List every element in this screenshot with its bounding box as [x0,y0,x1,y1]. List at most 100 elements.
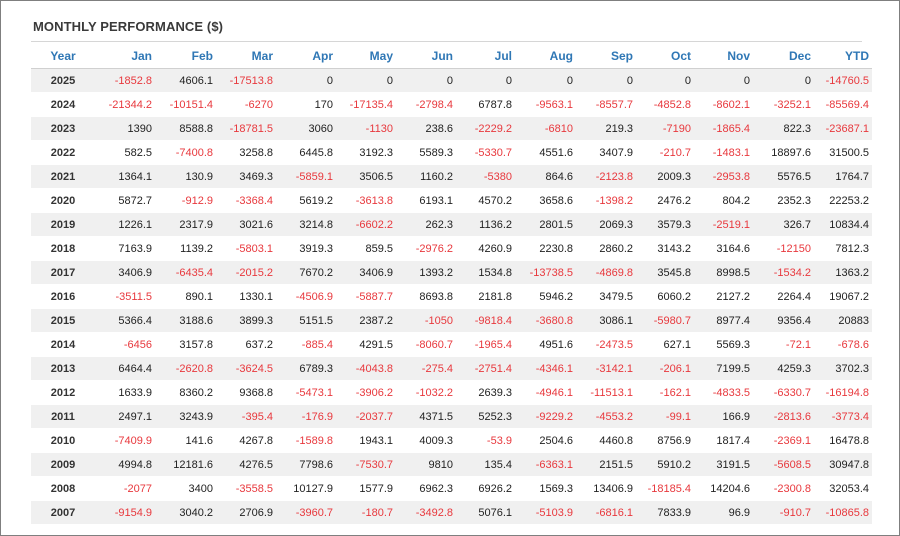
value-cell-jan: 1364.1 [95,164,155,189]
value-cell-ytd: 1764.7 [814,164,872,189]
value-cell-dec: 4259.3 [753,356,814,381]
value-cell-may: 859.5 [336,236,396,261]
value-cell-ytd: -3773.4 [814,404,872,429]
value-cell-jul: -5330.7 [456,140,515,165]
value-cell-nov: 5569.3 [694,332,753,357]
value-cell-sep: 219.3 [576,116,636,141]
value-cell-ytd: 7812.3 [814,236,872,261]
table-row: 2008 -2077 3400 -3558.5 10127.9 1577.9 6962.3 6… [31,476,872,501]
year-cell: 2013 [31,356,95,381]
value-cell-dec: 2352.3 [753,188,814,213]
value-cell-dec: -2369.1 [753,428,814,453]
value-cell-apr: 6445.8 [276,140,336,165]
column-header-jun: Jun [396,43,456,69]
value-cell-may: 3192.3 [336,140,396,165]
value-cell-nov: 1817.4 [694,428,753,453]
value-cell-ytd: 22253.2 [814,188,872,213]
value-cell-aug: -9229.2 [515,404,576,429]
value-cell-oct: 3545.8 [636,260,694,285]
value-cell-jun: 6962.3 [396,476,456,501]
value-cell-feb: 890.1 [155,284,216,309]
value-cell-feb: 12181.6 [155,452,216,477]
value-cell-dec: -5608.5 [753,452,814,477]
value-cell-jul: -1965.4 [456,332,515,357]
value-cell-may: -180.7 [336,500,396,525]
value-cell-jun: 6193.1 [396,188,456,213]
value-cell-ytd: -10865.8 [814,500,872,525]
value-cell-may: -3613.8 [336,188,396,213]
value-cell-apr: -176.9 [276,404,336,429]
value-cell-apr: 6789.3 [276,356,336,381]
value-cell-jun: -1050 [396,308,456,333]
value-cell-jun: 238.6 [396,116,456,141]
value-cell-dec: -910.7 [753,500,814,525]
value-cell-may: 4291.5 [336,332,396,357]
value-cell-sep: 13406.9 [576,476,636,501]
value-cell-apr: 0 [276,68,336,93]
value-cell-nov: 804.2 [694,188,753,213]
value-cell-nov: 0 [694,68,753,93]
value-cell-apr: 3060 [276,116,336,141]
year-cell: 2017 [31,260,95,285]
value-cell-mar: -395.4 [216,404,276,429]
value-cell-ytd: 10834.4 [814,212,872,237]
value-cell-nov: 3191.5 [694,452,753,477]
value-cell-oct: 8756.9 [636,428,694,453]
value-cell-aug: 2230.8 [515,236,576,261]
value-cell-mar: 2706.9 [216,500,276,525]
value-cell-mar: -5803.1 [216,236,276,261]
year-cell: 2021 [31,164,95,189]
value-cell-jan: -3511.5 [95,284,155,309]
value-cell-jul: -5380 [456,164,515,189]
value-cell-jun: 8693.8 [396,284,456,309]
value-cell-jan: 1226.1 [95,212,155,237]
year-cell: 2018 [31,236,95,261]
value-cell-ytd: -23687.1 [814,116,872,141]
value-cell-mar: -3368.4 [216,188,276,213]
value-cell-may: 3406.9 [336,260,396,285]
value-cell-oct: 5910.2 [636,452,694,477]
value-cell-dec: 18897.6 [753,140,814,165]
year-cell: 2020 [31,188,95,213]
value-cell-oct: -5980.7 [636,308,694,333]
column-header-aug: Aug [515,43,576,69]
value-cell-sep: 2069.3 [576,212,636,237]
value-cell-jul: -53.9 [456,428,515,453]
value-cell-mar: 4276.5 [216,452,276,477]
table-row: 2022 582.5 -7400.8 3258.8 6445.8 3192.3 5589.3… [31,140,872,165]
value-cell-ytd: 16478.8 [814,428,872,453]
value-cell-mar: -18781.5 [216,116,276,141]
value-cell-apr: -5859.1 [276,164,336,189]
table-row: 2009 4994.8 12181.6 4276.5 7798.6 -7530.7 9810… [31,452,872,477]
value-cell-jan: 2497.1 [95,404,155,429]
value-cell-apr: 7798.6 [276,452,336,477]
value-cell-ytd: -14760.5 [814,68,872,93]
value-cell-jan: 7163.9 [95,236,155,261]
value-cell-jul: 5076.1 [456,500,515,525]
table-header-row: Year Jan Feb Mar Apr May Jun Jul Aug Sep Oct Nov Dec… [31,43,872,69]
value-cell-aug: -4946.1 [515,380,576,405]
value-cell-jun: 4009.3 [396,428,456,453]
value-cell-jun: 5589.3 [396,140,456,165]
value-cell-nov: -4833.5 [694,380,753,405]
value-cell-sep: -2123.8 [576,164,636,189]
value-cell-dec: -3252.1 [753,92,814,117]
value-cell-jul: 2181.8 [456,284,515,309]
column-header-may: May [336,43,396,69]
value-cell-nov: -2953.8 [694,164,753,189]
value-cell-ytd: 31500.5 [814,140,872,165]
value-cell-apr: 5619.2 [276,188,336,213]
table-row: 2017 3406.9 -6435.4 -2015.2 7670.2 3406.9 1393… [31,260,872,285]
panel-title: MONTHLY PERFORMANCE ($) [33,19,224,34]
value-cell-aug: -9563.1 [515,92,576,117]
value-cell-aug: 3658.6 [515,188,576,213]
value-cell-may: 1943.1 [336,428,396,453]
value-cell-feb: -912.9 [155,188,216,213]
value-cell-mar: -6270 [216,92,276,117]
year-cell: 2014 [31,332,95,357]
value-cell-feb: -6435.4 [155,260,216,285]
value-cell-dec: -2300.8 [753,476,814,501]
table-row: 2021 1364.1 130.9 3469.3 -5859.1 3506.5 1160.2… [31,164,872,189]
value-cell-may: -3906.2 [336,380,396,405]
value-cell-sep: 4460.8 [576,428,636,453]
